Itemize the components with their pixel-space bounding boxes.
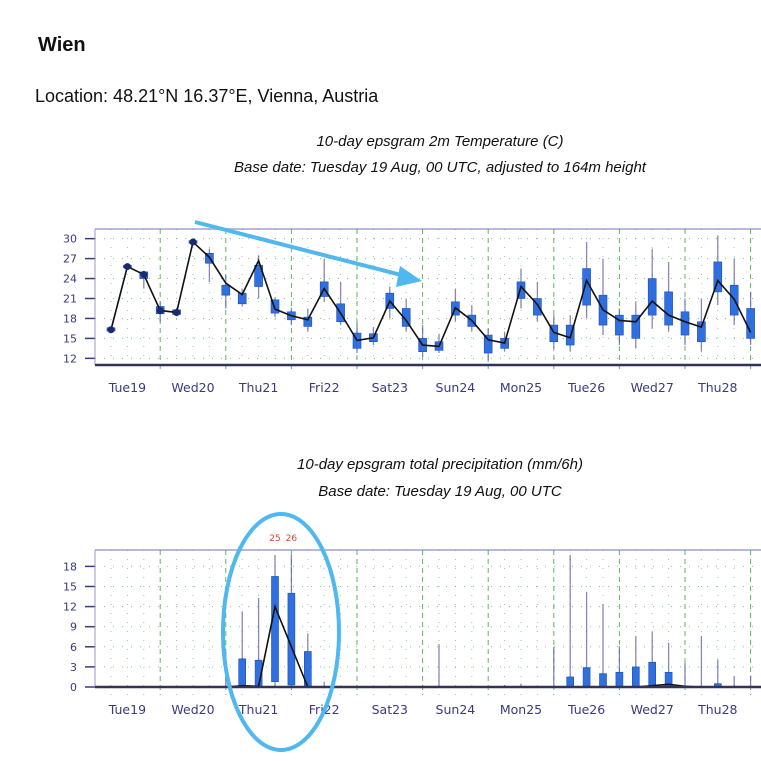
y-tick-label: 12 [63, 601, 77, 614]
data-point [140, 271, 148, 279]
box [221, 284, 231, 296]
x-day-label: Fri22 [309, 380, 340, 395]
y-tick-label: 24 [63, 273, 77, 286]
x-day-label: Tue26 [567, 380, 605, 395]
offscale-value-label: 26 [286, 534, 298, 544]
x-day-label: Thu28 [697, 380, 737, 395]
box [599, 673, 607, 688]
y-tick-label: 12 [63, 352, 77, 365]
y-tick-label: 30 [63, 233, 77, 246]
box [238, 658, 246, 688]
box [533, 298, 542, 316]
location-text: Location: 48.21°N 16.37°E, Vienna, Austr… [35, 86, 379, 106]
box [713, 261, 723, 293]
offscale-value-label: 25 [269, 534, 280, 544]
box [664, 291, 673, 326]
y-tick-label: 27 [63, 253, 77, 266]
box [582, 667, 591, 688]
box [631, 666, 640, 688]
x-day-label: Sat23 [372, 702, 408, 717]
data-point [173, 308, 181, 316]
x-day-label: Sat23 [372, 380, 408, 395]
x-day-label: Thu28 [697, 702, 737, 717]
y-tick-label: 18 [63, 560, 77, 573]
box [615, 314, 624, 336]
precipitation-chart-subtitle: Base date: Tuesday 19 Aug, 00 UTC [318, 483, 562, 500]
x-day-label: Tue19 [108, 702, 146, 717]
x-day-label: Wed20 [171, 380, 214, 395]
x-day-label: Wed20 [171, 702, 214, 717]
box [615, 671, 624, 688]
x-day-label: Sun24 [436, 380, 476, 395]
x-day-label: Fri22 [309, 702, 340, 717]
box [566, 676, 575, 688]
x-day-label: Thu21 [238, 380, 278, 395]
precipitation-chart-title: 10-day epsgram total precipitation (mm/6… [297, 456, 583, 473]
x-day-label: Thu21 [238, 702, 278, 717]
y-tick-label: 6 [70, 641, 77, 654]
y-tick-label: 15 [63, 332, 77, 345]
x-day-label: Sun24 [436, 702, 476, 717]
data-point [123, 263, 131, 271]
box [303, 316, 313, 327]
temperature-chart-subtitle: Base date: Tuesday 19 Aug, 00 UTC, adjus… [234, 159, 646, 176]
page-title: Wien [38, 34, 86, 56]
box [270, 299, 280, 314]
temperature-chart-title: 10-day epsgram 2m Temperature (C) [316, 133, 564, 150]
data-point [107, 326, 115, 334]
box [401, 308, 411, 327]
data-point [156, 306, 164, 314]
box [271, 576, 279, 682]
x-day-label: Mon25 [500, 380, 542, 395]
x-day-label: Tue26 [567, 702, 605, 717]
x-day-label: Wed27 [631, 380, 674, 395]
y-tick-label: 9 [70, 621, 77, 634]
box [647, 278, 657, 316]
y-tick-label: 0 [70, 681, 77, 694]
y-tick-label: 15 [63, 580, 77, 593]
y-tick-label: 18 [63, 312, 77, 325]
x-day-label: Mon25 [500, 702, 542, 717]
box [631, 314, 641, 339]
y-tick-label: 21 [63, 293, 77, 306]
box [483, 334, 493, 354]
y-tick-label: 3 [70, 661, 77, 674]
box [648, 661, 657, 688]
x-day-label: Wed27 [631, 702, 674, 717]
x-day-label: Tue19 [108, 380, 146, 395]
box [697, 321, 706, 343]
